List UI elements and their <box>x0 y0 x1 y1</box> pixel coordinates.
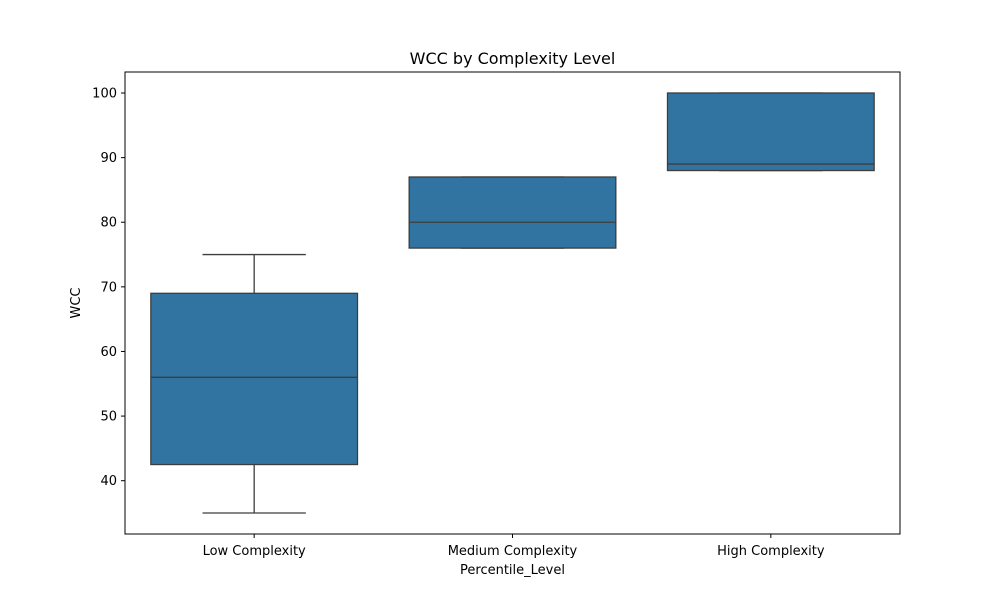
x-axis-label: Percentile_Level <box>460 563 565 578</box>
x-axis: Low Complexity Medium Complexity High Comp… <box>203 534 825 559</box>
y-tick-label: 100 <box>92 87 117 102</box>
y-axis-label: WCC <box>69 287 84 318</box>
y-tick-label: 70 <box>100 280 117 295</box>
y-tick-label: 60 <box>100 345 117 360</box>
box <box>150 292 359 466</box>
box-group <box>150 253 359 514</box>
y-tick-label: 90 <box>100 151 117 166</box>
y-axis: 40 50 60 70 80 90 100 <box>92 87 125 489</box>
x-tick-label: High Complexity <box>717 544 825 559</box>
box-group <box>666 92 875 172</box>
box <box>666 92 875 172</box>
chart-title: WCC by Complexity Level <box>410 49 616 68</box>
y-tick-label: 50 <box>100 410 117 425</box>
x-tick-label: Low Complexity <box>203 544 306 559</box>
x-tick-label: Medium Complexity <box>448 544 578 559</box>
box <box>408 176 617 249</box>
plot-area <box>150 92 875 514</box>
box-group <box>408 176 617 249</box>
y-tick-label: 80 <box>100 216 117 231</box>
y-tick-label: 40 <box>100 474 117 489</box>
